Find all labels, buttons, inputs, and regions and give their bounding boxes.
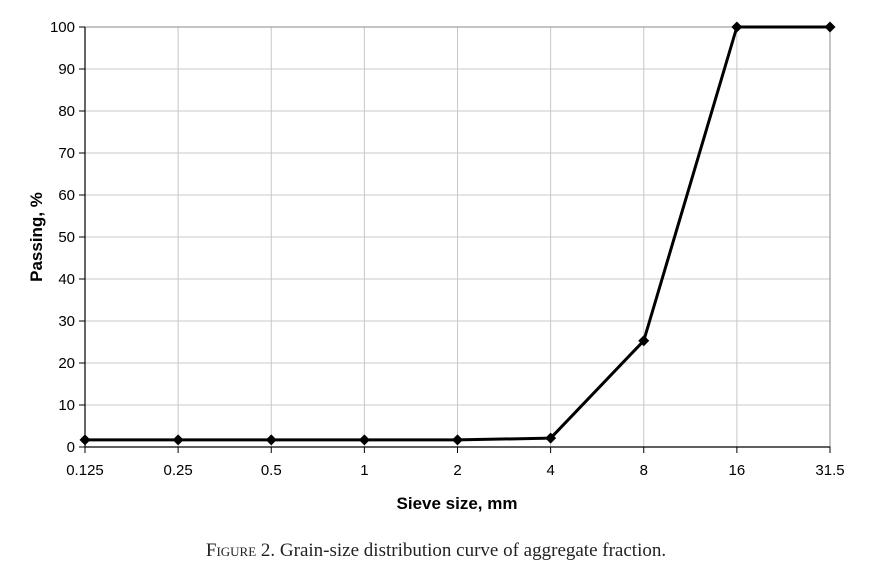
x-tick-label: 2 <box>453 462 461 479</box>
y-tick-label: 40 <box>58 271 75 288</box>
y-axis-title: Passing, % <box>27 192 46 282</box>
data-point <box>824 21 836 33</box>
caption-label: Figure <box>205 540 257 561</box>
figure-caption: Figure 2. Grain-size distribution curve … <box>0 540 872 562</box>
y-tick-label: 60 <box>58 187 75 204</box>
data-point <box>638 335 650 347</box>
data-point <box>452 434 463 446</box>
data-point <box>545 432 557 444</box>
caption-number: 2. <box>256 540 276 561</box>
grain-size-chart: 0 10 20 30 40 50 60 70 80 90 100 0.125 0.25 0.5 1 2 4 8 1… <box>27 19 845 513</box>
data-point <box>358 434 370 446</box>
y-tick-label: 50 <box>58 229 75 246</box>
data-point <box>172 434 184 446</box>
y-tick-label: 70 <box>58 145 75 162</box>
y-tick-label: 80 <box>58 103 75 120</box>
y-tick-label: 20 <box>58 355 75 372</box>
x-tick-label: 4 <box>546 462 554 479</box>
x-axis: 0.125 0.25 0.5 1 2 4 8 16 31.5 <box>66 446 845 479</box>
x-tick-label: 1 <box>360 462 368 479</box>
data-point <box>79 434 91 446</box>
series-passing <box>79 21 836 446</box>
x-tick-label: 0.125 <box>66 462 104 479</box>
y-tick-label: 0 <box>67 439 75 456</box>
x-axis-title: Sieve size, mm <box>397 494 518 513</box>
y-tick-label: 10 <box>58 397 75 414</box>
x-tick-label: 0.5 <box>261 462 282 479</box>
x-tick-label: 16 <box>729 462 746 479</box>
data-point <box>265 434 277 446</box>
caption-text: Grain-size distribution curve of aggrega… <box>275 540 667 561</box>
y-tick-label: 30 <box>58 313 75 330</box>
y-axis: 0 10 20 30 40 50 60 70 80 90 100 <box>50 19 86 456</box>
data-point <box>731 21 743 33</box>
x-tick-label: 0.25 <box>164 462 193 479</box>
x-tick-label: 31.5 <box>815 462 844 479</box>
y-tick-label: 100 <box>50 19 75 36</box>
x-tick-label: 8 <box>640 462 648 479</box>
y-tick-label: 90 <box>58 61 75 78</box>
